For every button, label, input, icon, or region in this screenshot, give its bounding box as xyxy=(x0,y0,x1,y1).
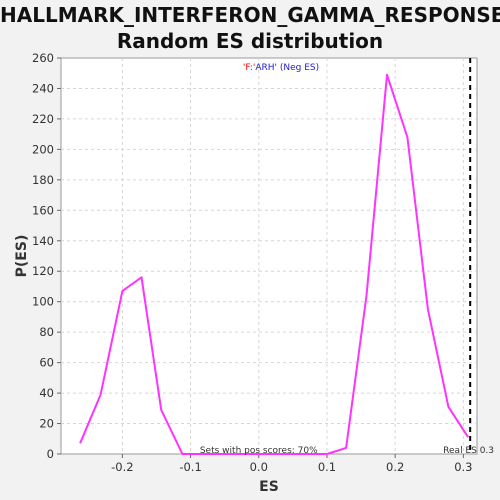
y-tick-label: 120 xyxy=(32,264,54,278)
x-tick-label: -0.1 xyxy=(179,460,201,474)
y-tick-label: 160 xyxy=(32,203,54,217)
y-axis-label: P(ES) xyxy=(14,235,30,278)
y-tick-label: 60 xyxy=(39,356,54,370)
pos-scores-label: Sets with pos scores: 70% xyxy=(200,446,318,456)
legend-entry-text: ARH' (Neg ES) xyxy=(255,63,319,73)
legend-entry: 'F:'ARH' (Neg ES) xyxy=(243,63,319,73)
axes: 0 20 40 60 80 100 120 140 160 180 200 220 240 260 -0.2… xyxy=(32,51,472,474)
y-tick-label: 80 xyxy=(39,325,54,339)
y-tick-label: 100 xyxy=(32,295,54,309)
x-tick-label: -0.2 xyxy=(111,460,133,474)
y-tick-label: 240 xyxy=(32,81,54,95)
x-tick-label: 0.2 xyxy=(386,460,404,474)
x-tick-label: 0.3 xyxy=(454,460,472,474)
y-tick-label: 220 xyxy=(32,112,54,126)
real-es-label: Real ES 0.3 xyxy=(443,446,494,456)
y-tick-label: 20 xyxy=(39,417,54,431)
y-tick-label: 180 xyxy=(32,173,54,187)
y-tick-label: 40 xyxy=(39,386,54,400)
legend-entry-text: 'F:' xyxy=(243,63,255,73)
plot-area xyxy=(60,57,478,455)
y-tick-label: 200 xyxy=(32,142,54,156)
annotations: 'F:'ARH' (Neg ES) Sets with pos scores: … xyxy=(200,63,494,456)
grid xyxy=(61,58,477,454)
es-distribution-line xyxy=(79,73,469,455)
series-group xyxy=(79,58,472,455)
x-tick-label: 0.1 xyxy=(318,460,336,474)
x-axis-label: ES xyxy=(259,479,279,495)
chart-title-line1: HALLMARK_INTERFERON_GAMMA_RESPONSE: xyxy=(0,3,500,27)
y-tick-label: 0 xyxy=(47,447,54,461)
y-tick-label: 260 xyxy=(32,51,54,65)
chart-title: HALLMARK_INTERFERON_GAMMA_RESPONSE: Rand… xyxy=(0,2,500,54)
y-tick-label: 140 xyxy=(32,234,54,248)
x-tick-label: 0.0 xyxy=(250,460,268,474)
chart-title-line2: Random ES distribution xyxy=(116,29,384,53)
